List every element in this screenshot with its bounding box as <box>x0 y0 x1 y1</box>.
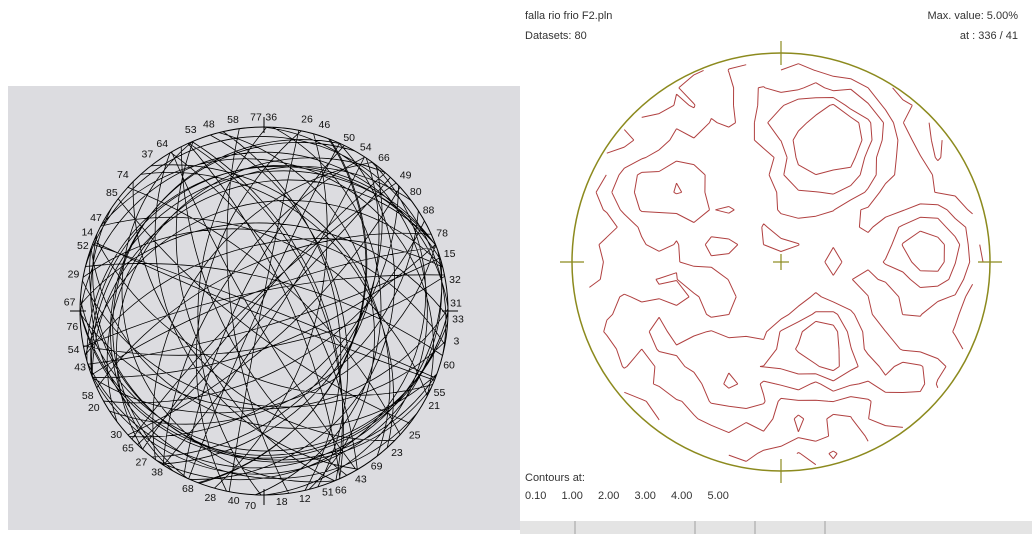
contour-line <box>796 122 943 466</box>
plane-label: 66 <box>378 152 390 164</box>
contour-line <box>792 103 863 372</box>
plane-label: 74 <box>117 169 129 181</box>
plane-label: 49 <box>400 170 412 182</box>
right-stereonet <box>560 41 1002 483</box>
contour-level: 1.00 <box>562 490 583 502</box>
plane-label: 36 <box>265 112 277 124</box>
left-panel <box>8 86 520 530</box>
plane-label: 51 <box>322 486 334 498</box>
plane-label: 3 <box>454 336 460 348</box>
contour-line <box>633 82 961 409</box>
plane-label: 77 <box>250 111 262 123</box>
great-circles <box>79 126 449 496</box>
file-name: falla rio frio F2.pln <box>525 10 612 22</box>
plane-label: 31 <box>450 297 462 309</box>
contour-level: 3.00 <box>635 490 656 502</box>
plane-label: 27 <box>136 457 148 469</box>
plane-label: 37 <box>141 148 153 160</box>
plane-label: 47 <box>90 212 102 224</box>
plane-label: 54 <box>360 141 372 153</box>
contour-levels: 0.10 1.00 2.00 3.00 4.00 5.00 <box>525 490 729 502</box>
plane-label: 38 <box>151 466 163 478</box>
plane-label: 58 <box>82 390 94 402</box>
plane-label: 25 <box>409 430 421 442</box>
max-value: Max. value: 5.00% <box>928 10 1019 22</box>
datasets: Datasets: 80 <box>525 30 587 42</box>
plane-label: 54 <box>68 344 80 356</box>
plane-label: 60 <box>443 359 455 371</box>
plane-label: 30 <box>110 429 122 441</box>
plane-label: 65 <box>122 443 134 455</box>
plane-label: 46 <box>319 119 331 131</box>
plane-label: 68 <box>182 483 194 495</box>
plane-label: 67 <box>64 296 76 308</box>
plane-label: 69 <box>371 460 383 472</box>
left-stereonet: 58 77 36 26 46505466498088781532313336055212… <box>64 111 464 512</box>
plane-label: 40 <box>228 495 240 507</box>
plane-label: 29 <box>68 269 80 281</box>
plane-label: 58 <box>227 114 239 126</box>
plane-label: 50 <box>343 132 355 144</box>
plane-label: 12 <box>299 493 311 505</box>
status-bar <box>520 521 1032 534</box>
plane-label: 26 <box>301 114 313 126</box>
plane-label: 48 <box>203 118 215 130</box>
plane-label: 55 <box>434 387 446 399</box>
plane-label: 80 <box>410 186 422 198</box>
plane-label: 20 <box>88 402 100 414</box>
contour-line <box>603 63 971 434</box>
plane-label: 15 <box>444 248 456 260</box>
plane-label: 53 <box>185 124 197 136</box>
plane-label: 85 <box>106 187 118 199</box>
contours-label: Contours at: <box>525 472 585 484</box>
plane-label: 43 <box>74 362 86 374</box>
plane-label: 43 <box>355 473 367 485</box>
plane-label: 14 <box>81 226 93 238</box>
status-dividers <box>574 521 826 534</box>
plane-label: 66 <box>335 485 347 497</box>
plane-label: 70 <box>244 500 256 512</box>
contour-line <box>673 97 945 389</box>
plane-label: 64 <box>156 138 168 150</box>
contour-level: 0.10 <box>525 490 546 502</box>
plane-label: 23 <box>391 447 403 459</box>
contour-level: 2.00 <box>598 490 619 502</box>
plane-label: 18 <box>276 496 288 508</box>
plane-label: 78 <box>436 228 448 240</box>
plane-label: 28 <box>204 492 216 504</box>
max-position: at : 336 / 41 <box>960 30 1018 42</box>
plane-label: 88 <box>423 205 435 217</box>
plane-label: 32 <box>449 274 461 286</box>
plane-label: 33 <box>452 314 464 326</box>
contour-level: 4.00 <box>671 490 692 502</box>
plane-label: 21 <box>428 400 440 412</box>
contour-level: 5.00 <box>708 490 729 502</box>
contour-line <box>589 69 984 462</box>
plane-label: 52 <box>77 240 89 252</box>
plane-label: 76 <box>67 321 79 333</box>
